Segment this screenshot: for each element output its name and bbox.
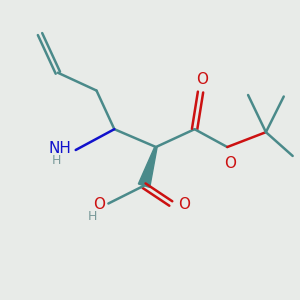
Polygon shape	[138, 147, 157, 188]
Text: H: H	[87, 210, 97, 224]
Text: NH: NH	[48, 141, 71, 156]
Text: O: O	[178, 197, 190, 212]
Text: H: H	[52, 154, 61, 167]
Text: O: O	[196, 72, 208, 87]
Text: O: O	[93, 197, 105, 212]
Text: O: O	[224, 156, 236, 171]
